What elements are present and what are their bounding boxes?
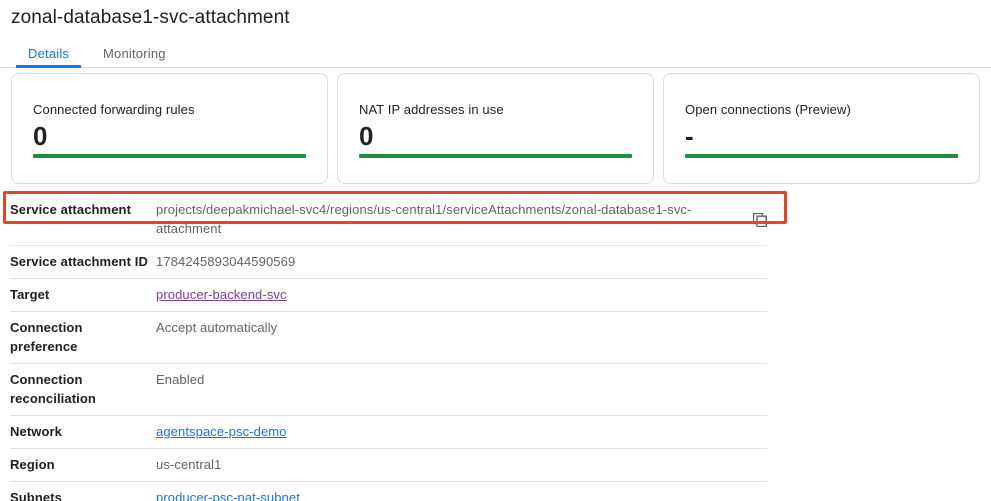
stat-card-value: 0: [359, 121, 374, 151]
table-row: Target producer-backend-svc: [10, 279, 767, 312]
tab-monitoring[interactable]: Monitoring: [101, 41, 168, 67]
stat-card-connected-forwarding-rules: Connected forwarding rules 0: [11, 73, 328, 184]
row-label-service-attachment-id: Service attachment ID: [10, 254, 148, 269]
stat-card-open-connections: Open connections (Preview) -: [663, 73, 980, 184]
table-row: Region us-central1: [10, 449, 767, 482]
table-row: Service attachment ID 178424589304459056…: [10, 246, 767, 279]
row-value-connection-preference: Accept automatically: [156, 320, 278, 335]
row-label-target: Target: [10, 287, 50, 302]
table-row: Subnets producer-psc-nat-subnet: [10, 482, 767, 501]
tab-bar: Details Monitoring: [0, 41, 991, 68]
table-row: Service attachment projects/deepakmichae…: [10, 194, 767, 246]
row-value-connection-reconciliation: Enabled: [156, 372, 205, 387]
row-label-service-attachment: Service attachment: [10, 202, 132, 217]
copy-icon[interactable]: [753, 213, 767, 227]
stat-card-bar: [359, 154, 632, 158]
row-label-region: Region: [10, 457, 55, 472]
row-value-service-attachment: projects/deepakmichael-svc4/regions/us-c…: [156, 200, 767, 238]
table-row: Connection reconciliation Enabled: [10, 364, 767, 416]
stat-card-group: Connected forwarding rules 0 NAT IP addr…: [11, 73, 980, 184]
table-row: Network agentspace-psc-demo: [10, 416, 767, 449]
link-producer-backend-svc[interactable]: producer-backend-svc: [156, 287, 287, 302]
stat-card-label: Connected forwarding rules: [33, 102, 195, 117]
tab-details[interactable]: Details: [15, 41, 82, 68]
stat-card-value: 0: [33, 121, 48, 151]
row-value-service-attachment-id: 1784245893044590569: [156, 254, 296, 269]
row-label-connection-preference: Connection preference: [10, 320, 83, 354]
link-agentspace-psc-demo[interactable]: agentspace-psc-demo: [156, 424, 287, 439]
stat-card-value: -: [685, 121, 694, 151]
row-value-target: producer-backend-svc: [156, 285, 767, 304]
stat-card-label: NAT IP addresses in use: [359, 102, 504, 117]
row-value-region: us-central1: [156, 457, 222, 472]
row-value-network: agentspace-psc-demo: [156, 422, 767, 441]
stat-card-nat-ip-addresses-in-use: NAT IP addresses in use 0: [337, 73, 654, 184]
link-producer-psc-nat-subnet[interactable]: producer-psc-nat-subnet: [156, 490, 300, 501]
service-attachment-path: projects/deepakmichael-svc4/regions/us-c…: [156, 202, 692, 236]
row-label-subnets: Subnets: [10, 490, 62, 501]
stat-card-label: Open connections (Preview): [685, 102, 851, 117]
table-row: Connection preference Accept automatical…: [10, 312, 767, 364]
row-value-subnets: producer-psc-nat-subnet: [156, 488, 767, 501]
row-label-connection-reconciliation: Connection reconciliation: [10, 372, 96, 406]
row-label-network: Network: [10, 424, 62, 439]
stat-card-bar: [685, 154, 958, 158]
stat-card-bar: [33, 154, 306, 158]
details-table: Service attachment projects/deepakmichae…: [10, 194, 767, 501]
page-title: zonal-database1-svc-attachment: [11, 7, 290, 28]
